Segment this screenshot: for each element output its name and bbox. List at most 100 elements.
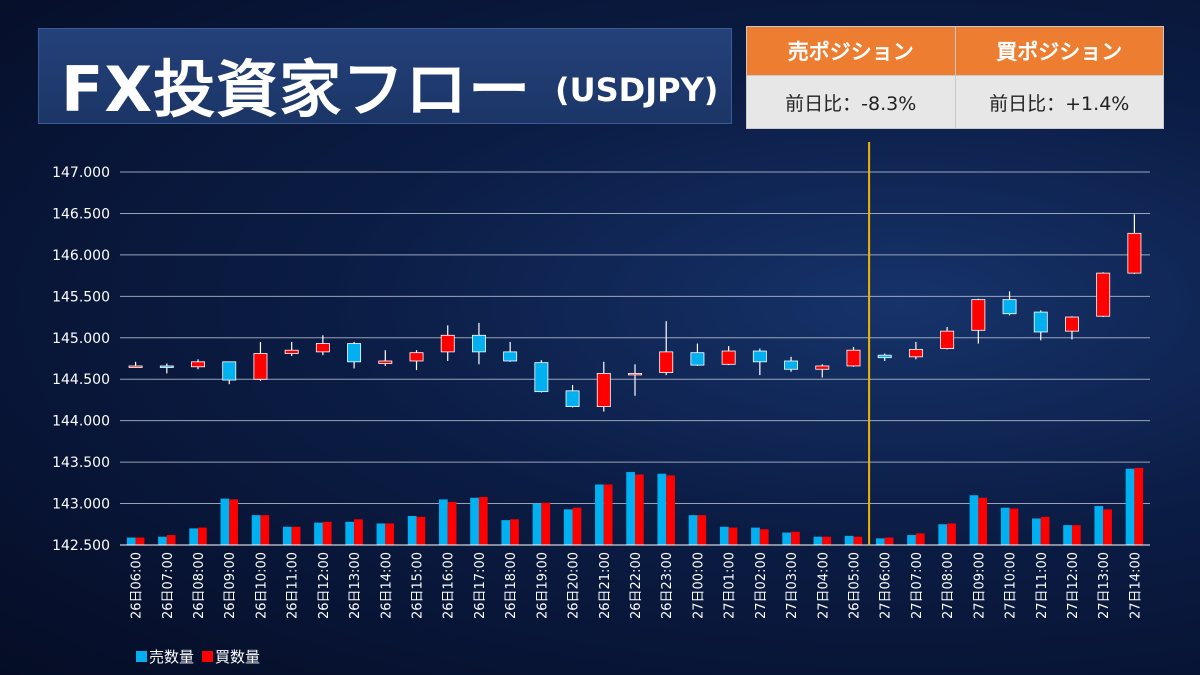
- candle-body: [596, 373, 611, 407]
- candle-body: [128, 365, 143, 368]
- candle-body: [191, 361, 205, 368]
- sell-volume-bar: [688, 515, 698, 545]
- candle-body: [565, 390, 580, 407]
- x-tick-label: 26日20:00: [567, 552, 582, 619]
- candlestick: [347, 341, 362, 369]
- candlestick: [971, 298, 986, 344]
- y-tick-label: 145.000: [52, 331, 110, 347]
- candlestick: [440, 325, 455, 361]
- x-tick-label: 26日08:00: [192, 552, 207, 619]
- x-tick-label: 27日12:00: [1066, 552, 1081, 619]
- page-subtitle: (USDJPY): [555, 71, 719, 109]
- sell-position-header: 売ポジション: [746, 26, 956, 76]
- legend-item-buy: 買数量: [202, 646, 260, 667]
- buy-volume-bar: [853, 536, 863, 545]
- legend-label-sell: 売数量: [149, 648, 195, 666]
- sell-volume-bar: [189, 528, 199, 545]
- x-tick-label: 27日09:00: [972, 552, 987, 619]
- buy-volume-bar: [291, 526, 301, 545]
- sell-volume-bar: [719, 526, 729, 545]
- candlestick: [1127, 214, 1142, 274]
- buy-volume-bar: [915, 533, 925, 545]
- candlestick: [284, 341, 299, 357]
- y-tick-label: 144.000: [52, 414, 110, 430]
- sell-volume-bar: [501, 520, 511, 545]
- x-tick-label: 27日02:00: [754, 552, 769, 619]
- sell-volume-bar: [126, 537, 136, 545]
- candle-body: [159, 365, 174, 368]
- y-tick-label: 143.500: [52, 455, 110, 471]
- sell-volume-bar: [158, 536, 167, 545]
- candle-body: [1096, 272, 1111, 317]
- x-tick-label: 26日18:00: [504, 552, 519, 619]
- candlestick: [315, 335, 330, 356]
- x-tick-label: 26日12:00: [317, 552, 332, 619]
- buy-volume-bar: [603, 484, 613, 545]
- sell-position-change: 前日比：-8.3%: [746, 75, 956, 129]
- candle-body: [315, 343, 330, 353]
- candle-body: [690, 352, 705, 366]
- y-tick-label: 145.500: [52, 289, 110, 305]
- buy-volume-bar: [947, 523, 956, 545]
- buy-volume-bar: [541, 502, 551, 545]
- candle-body: [628, 373, 642, 376]
- candlestick: [1096, 272, 1111, 318]
- sell-volume-bar: [314, 522, 323, 545]
- buy-volume-bar: [728, 527, 738, 545]
- candlestick: [128, 361, 143, 368]
- x-tick-label: 26日16:00: [442, 552, 457, 619]
- y-tick-label: 147.000: [52, 165, 110, 181]
- x-tick-label: 27日13:00: [1097, 552, 1112, 619]
- candle-body: [1002, 299, 1017, 315]
- candle-body: [659, 351, 674, 373]
- x-tick-label: 26日19:00: [535, 552, 550, 619]
- candle-body: [784, 360, 799, 370]
- x-tick-label: 27日07:00: [910, 552, 925, 619]
- x-tick-label: 26日21:00: [598, 552, 613, 619]
- buy-volume-bar: [416, 516, 426, 545]
- candlestick: [409, 350, 424, 371]
- x-tick-label: 26日22:00: [629, 552, 644, 619]
- candlestick: [1002, 291, 1017, 316]
- sell-volume-bar: [875, 538, 885, 545]
- buy-volume-bar: [354, 519, 363, 545]
- candle-body: [409, 352, 424, 362]
- candle-body: [752, 350, 767, 363]
- buy-position-change: 前日比：+1.4%: [954, 75, 1164, 129]
- candle-body: [877, 354, 892, 359]
- y-tick-label: 143.000: [52, 497, 110, 513]
- candlestick: [940, 327, 955, 350]
- candlestick: [784, 356, 799, 372]
- candlestick: [378, 350, 393, 366]
- legend-swatch-sell: [136, 651, 147, 662]
- candle-body: [721, 350, 736, 365]
- sell-volume-bar: [907, 535, 916, 545]
- candle-body: [440, 334, 455, 353]
- position-table: 売ポジション 買ポジション 前日比：-8.3% 前日比：+1.4%: [746, 26, 1164, 129]
- sell-volume-bar: [595, 484, 604, 545]
- candle-body: [846, 349, 861, 367]
- legend-label-buy: 買数量: [215, 648, 261, 666]
- sell-volume-bar: [251, 515, 261, 545]
- candlestick: [503, 341, 518, 362]
- buy-volume-bar: [166, 535, 176, 545]
- sell-volume-bar: [438, 499, 448, 545]
- x-tick-label: 26日06:00: [130, 552, 145, 619]
- buy-volume-bar: [385, 523, 395, 545]
- x-tick-label: 26日07:00: [161, 552, 176, 619]
- sell-volume-bar: [1063, 525, 1072, 545]
- candlestick: [1065, 316, 1079, 340]
- x-tick-label: 27日06:00: [879, 552, 894, 619]
- candlestick: [596, 361, 611, 412]
- x-tick-label: 27日11:00: [1035, 552, 1050, 619]
- candle-body: [1065, 316, 1079, 332]
- sell-volume-bar: [813, 536, 823, 545]
- buy-volume-bar: [666, 475, 675, 545]
- candlestick: [534, 360, 549, 393]
- buy-volume-bar: [322, 521, 332, 545]
- candle-body: [222, 361, 237, 381]
- candlestick: [690, 343, 705, 366]
- candlestick: [471, 322, 486, 365]
- sell-volume-bar: [376, 523, 386, 545]
- page-title: FX投資家フロー: [61, 53, 532, 126]
